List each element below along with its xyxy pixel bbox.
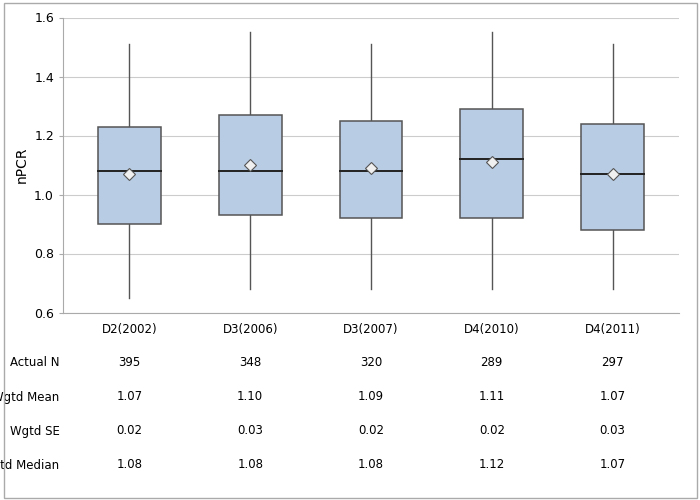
Text: 1.07: 1.07: [116, 390, 143, 404]
Text: 1.12: 1.12: [479, 458, 505, 471]
Text: 297: 297: [601, 356, 624, 370]
Text: D3(2007): D3(2007): [343, 322, 399, 336]
Y-axis label: nPCR: nPCR: [15, 147, 29, 183]
Text: D4(2010): D4(2010): [464, 322, 519, 336]
Text: D4(2011): D4(2011): [584, 322, 640, 336]
Text: 1.07: 1.07: [599, 390, 626, 404]
Bar: [581, 124, 644, 230]
Bar: [461, 109, 523, 218]
Text: 0.03: 0.03: [600, 424, 626, 438]
Text: 1.08: 1.08: [358, 458, 384, 471]
Text: D2(2002): D2(2002): [102, 322, 158, 336]
Text: 1.10: 1.10: [237, 390, 263, 404]
Text: 1.09: 1.09: [358, 390, 384, 404]
Text: 348: 348: [239, 356, 261, 370]
Text: D3(2006): D3(2006): [223, 322, 278, 336]
Text: 1.08: 1.08: [116, 458, 142, 471]
Bar: [219, 115, 281, 215]
Text: 289: 289: [481, 356, 503, 370]
Text: 1.11: 1.11: [479, 390, 505, 404]
Text: 0.02: 0.02: [479, 424, 505, 438]
Text: 0.02: 0.02: [358, 424, 384, 438]
Text: 320: 320: [360, 356, 382, 370]
Text: Actual N: Actual N: [10, 356, 60, 370]
Text: 1.07: 1.07: [599, 458, 626, 471]
Text: Wgtd SE: Wgtd SE: [10, 424, 60, 438]
Text: 395: 395: [118, 356, 141, 370]
Bar: [98, 126, 161, 224]
Bar: [340, 120, 402, 218]
Text: Wgtd Median: Wgtd Median: [0, 458, 60, 471]
Text: Wgtd Mean: Wgtd Mean: [0, 390, 60, 404]
Text: 0.03: 0.03: [237, 424, 263, 438]
Text: 1.08: 1.08: [237, 458, 263, 471]
Text: 0.02: 0.02: [116, 424, 142, 438]
